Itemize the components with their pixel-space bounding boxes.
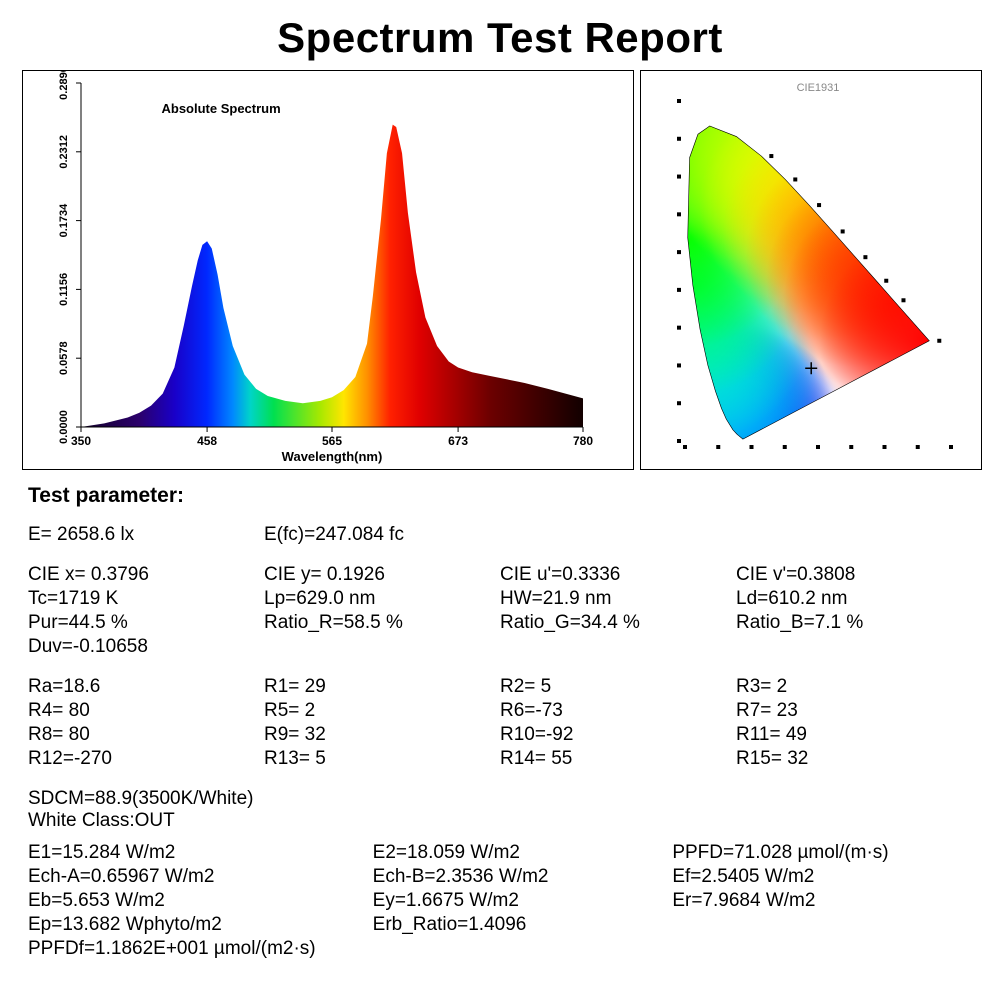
param-cell: PPFDf=1.1862E+001 µmol/(m2·s) xyxy=(28,938,373,960)
param-e: E= 2658.6 lx xyxy=(28,524,264,546)
param-cell: Ratio_R=58.5 % xyxy=(264,612,500,634)
param-cell: R15= 32 xyxy=(736,748,972,770)
svg-text:0.0578: 0.0578 xyxy=(58,341,70,375)
param-cell xyxy=(672,938,972,960)
svg-text:0.2890: 0.2890 xyxy=(58,71,70,100)
param-cell: R11= 49 xyxy=(736,724,972,746)
svg-text:Absolute Spectrum: Absolute Spectrum xyxy=(161,101,280,116)
svg-text:CIE1931: CIE1931 xyxy=(797,82,840,94)
param-cell: Erb_Ratio=1.4096 xyxy=(373,914,673,936)
param-efc: E(fc)=247.084 fc xyxy=(264,524,500,546)
svg-text:0.2312: 0.2312 xyxy=(58,135,70,169)
params-heading: Test parameter: xyxy=(28,484,972,508)
param-cell: R8= 80 xyxy=(28,724,264,746)
param-cell: CIE y= 0.1926 xyxy=(264,564,500,586)
param-cell: R10=-92 xyxy=(500,724,736,746)
param-cell: Tc=1719 K xyxy=(28,588,264,610)
svg-text:0.0000: 0.0000 xyxy=(58,410,70,444)
svg-text:350: 350 xyxy=(71,434,91,448)
param-cell: CIE v'=0.3808 xyxy=(736,564,972,586)
param-cell xyxy=(736,636,972,658)
test-parameters: Test parameter: E= 2658.6 lx E(fc)=247.0… xyxy=(28,484,972,960)
param-cell: Lp=629.0 nm xyxy=(264,588,500,610)
param-cell: Ech-A=0.65967 W/m2 xyxy=(28,866,373,888)
param-cell: Ratio_B=7.1 % xyxy=(736,612,972,634)
param-cell: Eb=5.653 W/m2 xyxy=(28,890,373,912)
param-cell: Ld=610.2 nm xyxy=(736,588,972,610)
param-cell: R2= 5 xyxy=(500,676,736,698)
param-cell: R5= 2 xyxy=(264,700,500,722)
param-cell: Pur=44.5 % xyxy=(28,612,264,634)
param-cell: CIE u'=0.3336 xyxy=(500,564,736,586)
param-cell: R14= 55 xyxy=(500,748,736,770)
svg-text:565: 565 xyxy=(322,434,342,448)
param-cell: R13= 5 xyxy=(264,748,500,770)
param-cell: HW=21.9 nm xyxy=(500,588,736,610)
svg-text:458: 458 xyxy=(197,434,217,448)
param-cell: CIE x= 0.3796 xyxy=(28,564,264,586)
param-cell: R6=-73 xyxy=(500,700,736,722)
param-cell: Er=7.9684 W/m2 xyxy=(672,890,972,912)
param-cell xyxy=(264,636,500,658)
svg-text:780: 780 xyxy=(573,434,593,448)
param-cell: E1=15.284 W/m2 xyxy=(28,842,373,864)
param-cell xyxy=(373,938,673,960)
cie-chart: CIE1931 xyxy=(640,70,982,470)
svg-text:0.1156: 0.1156 xyxy=(58,273,70,306)
param-cell: Ef=2.5405 W/m2 xyxy=(672,866,972,888)
param-cell: R1= 29 xyxy=(264,676,500,698)
param-cell: Ra=18.6 xyxy=(28,676,264,698)
svg-text:0.1734: 0.1734 xyxy=(58,203,70,238)
param-cell: R7= 23 xyxy=(736,700,972,722)
param-cell xyxy=(500,636,736,658)
param-cell: Ech-B=2.3536 W/m2 xyxy=(373,866,673,888)
spectrum-chart: 350 458 565 673 780 Wavelength(nm) 0.0000 0.057… xyxy=(22,70,634,470)
param-cell: R9= 32 xyxy=(264,724,500,746)
param-sdcm: SDCM=88.9(3500K/White) xyxy=(28,788,972,810)
page-title: Spectrum Test Report xyxy=(0,0,1000,70)
param-cell: PPFD=71.028 µmol/(m·s) xyxy=(672,842,972,864)
param-cell: E2=18.059 W/m2 xyxy=(373,842,673,864)
param-cell: R12=-270 xyxy=(28,748,264,770)
param-white-class: White Class:OUT xyxy=(28,810,972,832)
param-cell: R3= 2 xyxy=(736,676,972,698)
param-cell: Ep=13.682 Wphyto/m2 xyxy=(28,914,373,936)
param-cell xyxy=(672,914,972,936)
param-cell: Ey=1.6675 W/m2 xyxy=(373,890,673,912)
svg-text:Wavelength(nm): Wavelength(nm) xyxy=(282,449,383,464)
svg-text:673: 673 xyxy=(448,434,468,448)
param-cell: Ratio_G=34.4 % xyxy=(500,612,736,634)
param-cell: Duv=-0.10658 xyxy=(28,636,264,658)
param-cell: R4= 80 xyxy=(28,700,264,722)
